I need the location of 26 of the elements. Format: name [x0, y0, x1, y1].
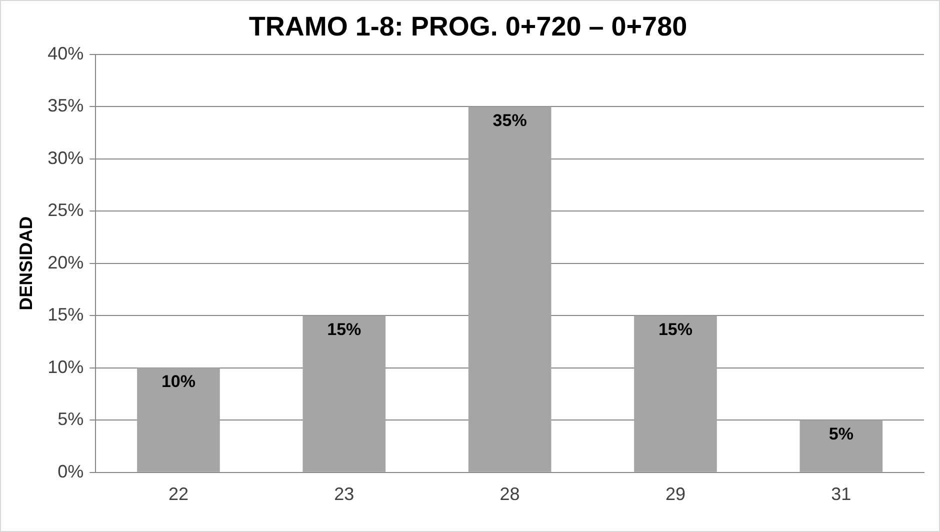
y-tick-label: 20% — [48, 252, 84, 272]
x-tick-label: 22 — [168, 484, 188, 504]
data-label: 15% — [327, 320, 362, 339]
y-tick-label: 25% — [48, 200, 84, 220]
y-tick-label: 5% — [58, 409, 84, 430]
data-label: 35% — [492, 110, 527, 130]
bar — [634, 316, 717, 472]
y-tick-label: 10% — [48, 356, 84, 377]
bar — [302, 316, 386, 472]
data-label: 15% — [658, 320, 693, 339]
x-tick-label: 31 — [831, 484, 852, 504]
y-tick-label: 35% — [48, 96, 84, 116]
data-label: 5% — [828, 424, 854, 444]
y-tick-label: 0% — [58, 461, 84, 482]
x-tick-label: 29 — [665, 484, 686, 504]
data-label: 10% — [161, 372, 196, 392]
x-tick-label: 28 — [500, 484, 520, 504]
chart-title: TRAMO 1-8: PROG. 0+720 – 0+780 — [248, 12, 688, 42]
bar — [137, 368, 220, 472]
x-tick-label: 23 — [334, 484, 354, 504]
bar — [800, 420, 883, 472]
y-tick-label: 15% — [48, 304, 84, 325]
bar — [468, 106, 552, 472]
y-tick-label: 40% — [48, 43, 84, 64]
y-axis-title: DENSIDAD — [16, 216, 36, 310]
y-tick-label: 30% — [48, 148, 84, 168]
